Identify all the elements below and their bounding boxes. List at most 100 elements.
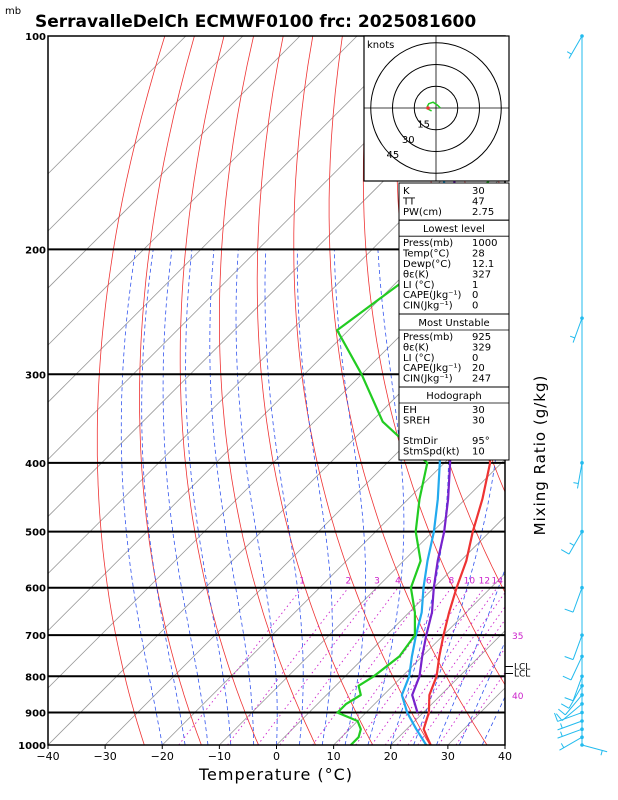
x-tick-label: 0 — [273, 750, 280, 763]
isotherm-line — [162, 401, 505, 745]
pressure-tick-label: 900 — [25, 709, 46, 720]
theta-e-label: 35 — [512, 632, 523, 642]
wind-barb-staff — [561, 703, 583, 721]
mixing-ratio-label: 6 — [426, 577, 432, 587]
wind-barb-staff — [559, 736, 583, 751]
dry-adiabat-line — [256, 36, 374, 745]
wind-barb-feather — [560, 703, 570, 709]
index-label: Press(mb) — [403, 332, 453, 343]
x-tick-label: 30 — [441, 750, 455, 763]
index-value: 20 — [472, 363, 485, 374]
index-label: PW(cm) — [403, 207, 442, 218]
index-value: 12.1 — [472, 259, 494, 270]
index-value: 329 — [472, 342, 491, 353]
mixing-ratio-label: 1 — [299, 577, 305, 587]
index-value: 1 — [472, 280, 478, 291]
index-label: LI (°C) — [403, 280, 435, 291]
index-label: Dewp(°C) — [403, 259, 451, 270]
moist-adiabat-line — [185, 249, 232, 745]
wind-barb-staff — [557, 728, 583, 739]
index-panel-title: Hodograph — [426, 391, 481, 402]
hodograph-ring-label: 45 — [386, 150, 399, 161]
wind-barb-half-feather — [566, 51, 572, 55]
mixing-ratio-label: 2 — [345, 577, 351, 587]
index-value: 0 — [472, 290, 478, 301]
mixing-ratio-line — [227, 587, 349, 745]
x-tick-label: −30 — [94, 750, 117, 763]
index-panel — [398, 386, 510, 461]
index-value: 95° — [472, 436, 490, 447]
moist-adiabat-line — [333, 249, 366, 745]
wind-barb-staff — [570, 656, 583, 681]
index-value: 10 — [472, 447, 485, 458]
wind-barb-half-feather — [573, 482, 579, 485]
wind-barb-staff — [572, 676, 583, 701]
index-label: LI (°C) — [403, 353, 435, 364]
index-label: CIN(Jkg⁻¹) — [403, 374, 453, 385]
index-value: 327 — [472, 269, 491, 280]
index-value: 30 — [472, 415, 485, 426]
dry-adiabat-line — [96, 36, 166, 745]
wind-barb-feather — [564, 656, 574, 661]
x-tick-label: −20 — [151, 750, 174, 763]
pressure-tick-label: 200 — [25, 245, 46, 256]
mixing-ratio-line — [407, 606, 505, 745]
wind-barb-half-feather — [560, 743, 565, 748]
pressure-tick-label: 800 — [25, 672, 46, 683]
index-value: 925 — [472, 332, 491, 343]
index-panel-title: Most Unstable — [418, 318, 489, 329]
wind-barb-staff — [576, 462, 583, 489]
index-panel — [398, 313, 510, 388]
pressure-tick-label: 1000 — [18, 741, 46, 752]
wind-barb-staff — [572, 587, 583, 613]
mixing-ratio-label: 3 — [374, 577, 380, 587]
moist-adiabat-line — [367, 249, 405, 745]
wind-barb-feather — [554, 712, 559, 722]
index-label: θε(K) — [403, 342, 429, 353]
index-label: Temp(°C) — [402, 249, 450, 260]
index-label: SREH — [403, 415, 430, 426]
wind-barb-half-feather — [600, 750, 603, 756]
wind-barb-staff — [568, 531, 583, 555]
dry-adiabat-line — [139, 36, 202, 745]
mixing-ratio-line — [336, 587, 452, 745]
index-value: 0 — [472, 301, 478, 312]
mixing-ratio-label: 8 — [448, 577, 454, 587]
index-label: CAPE(Jkg⁻¹) — [403, 290, 461, 301]
x-tick-label: 20 — [384, 750, 398, 763]
theta-e-label: 40 — [512, 692, 524, 702]
dry-adiabat-line — [579, 36, 618, 745]
index-label: StmSpd(kt) — [403, 447, 460, 458]
isotherm-line — [48, 36, 187, 175]
index-label: CAPE(Jkg⁻¹) — [403, 363, 461, 374]
dry-adiabat-line — [328, 36, 488, 745]
index-value: 0 — [472, 353, 478, 364]
chart-title: SerravalleDelCh ECMWF0100 frc: 202508160… — [35, 12, 476, 32]
wind-barb-half-feather — [569, 335, 575, 339]
wind-barb-staff — [557, 720, 583, 731]
storm-motion-marker — [426, 106, 430, 110]
hodograph-unit-label: knots — [367, 40, 394, 51]
wind-barb-feather — [558, 708, 566, 716]
moist-adiabat-line — [209, 249, 255, 745]
index-label: CIN(Jkg⁻¹) — [403, 301, 453, 312]
index-value: 30 — [472, 405, 485, 416]
index-panel-title: Lowest level — [423, 224, 485, 235]
wind-barb-staff — [581, 744, 608, 753]
index-label: θε(K) — [403, 269, 429, 280]
isotherm-line — [48, 36, 358, 346]
wind-barb-feather — [560, 549, 570, 555]
mixing-ratio-line — [384, 587, 498, 745]
index-label: TT — [402, 196, 416, 207]
dry-adiabat-line — [609, 36, 618, 745]
wind-barb-staff — [568, 685, 583, 709]
moist-adiabat-line — [141, 249, 186, 745]
isotherm-line — [333, 573, 505, 745]
mixing-ratio-axis-title: Mixing Ratio (g/kg) — [531, 375, 549, 536]
wind-barb-staff — [572, 317, 583, 343]
isotherm-line — [48, 36, 415, 403]
x-axis-title: Temperature (°C) — [198, 765, 353, 784]
wind-barb-feather — [555, 713, 563, 721]
